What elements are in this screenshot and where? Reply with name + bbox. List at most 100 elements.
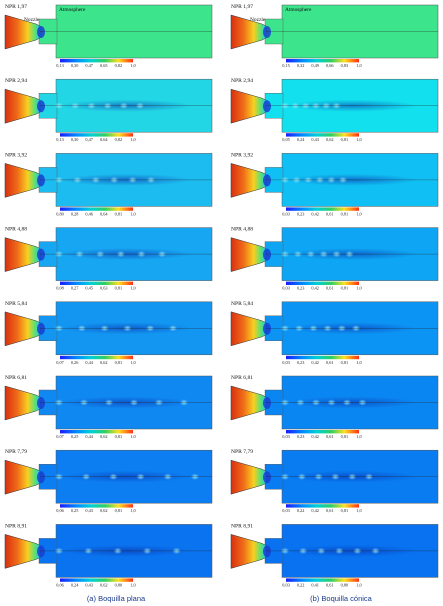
colorbar-tick: 0,08 <box>56 286 64 292</box>
colorbar-tick: 0,62 <box>100 582 108 588</box>
colorbar-tick: 0,28 <box>71 211 79 217</box>
caption-right: (b) Boquilla cónica <box>310 594 373 603</box>
nozzle-shape <box>230 237 267 272</box>
colorbar-tick: 0,43 <box>85 582 93 588</box>
npr-label: NPR 1,97 <box>5 4 27 10</box>
colorbar <box>286 504 359 508</box>
flow-panel-conica-2: NPR 2,94 0,05 0,24 0,43 0,62 0,81 1,0 <box>230 78 439 143</box>
nozzle-shape <box>4 534 41 569</box>
colorbar-tick: 0,81 <box>341 137 349 143</box>
npr-label: NPR 7,79 <box>231 449 253 455</box>
colorbar-tick: 0,24 <box>297 137 305 143</box>
colorbar-tick: 0,30 <box>71 63 79 69</box>
colorbar-tick: 1,0 <box>356 508 361 514</box>
colorbar-tick: 0,81 <box>341 360 349 366</box>
nozzle-exit <box>263 26 271 38</box>
colorbar-tick: 0,62 <box>100 360 108 366</box>
colorbar-tick: 0,61 <box>326 286 334 292</box>
colorbar-tick: 0,64 <box>100 211 108 217</box>
colorbar-tick: 0,81 <box>115 286 123 292</box>
nozzle-label: Nozzle <box>24 17 40 23</box>
nozzle-shape <box>230 88 267 124</box>
nozzle-shape <box>4 385 41 421</box>
nozzle-shape <box>4 88 41 124</box>
colorbar-tick: 0,62 <box>100 508 108 514</box>
flow-panel-plana-8: NPR 8,91 0,06 0,24 0,43 0,62 0,80 1,0 <box>4 523 213 588</box>
colorbar-tick: 0,61 <box>326 360 334 366</box>
colorbar-tick: 0,62 <box>326 137 334 143</box>
colorbar-tick: 0,61 <box>326 508 334 514</box>
nozzle-exit <box>263 545 271 558</box>
npr-label: NPR 3,92 <box>5 152 27 158</box>
colorbar-tick: 0,61 <box>326 582 334 588</box>
colorbar-tick: 0,07 <box>56 360 64 366</box>
nozzle-exit <box>263 322 271 335</box>
colorbar-tick: 0,41 <box>311 582 319 588</box>
colorbar-tick: 1,0 <box>130 211 135 217</box>
flow-panel-plana-1: NPR 1,97 Nozzle Atmosphere 0,13 0,30 0,47 0,65… <box>4 4 213 69</box>
colorbar-tick: 0,07 <box>56 434 64 440</box>
npr-label: NPR 4,88 <box>5 227 27 233</box>
colorbar-tick: 0,43 <box>85 508 93 514</box>
colorbar-tick: 0,83 <box>341 63 349 69</box>
colorbar-tick: 0,42 <box>311 508 319 514</box>
colorbar-tick: 0,80 <box>56 211 64 217</box>
colorbar-tick: 0,61 <box>326 434 334 440</box>
colorbar-tick: 0,82 <box>115 137 123 143</box>
nozzle-shape <box>4 311 41 347</box>
nozzle-shape <box>230 385 267 421</box>
colorbar-tick: 0,81 <box>115 508 123 514</box>
nozzle-label: Nozzle <box>250 17 266 23</box>
flow-panel-conica-7: NPR 7,79 0,03 0,22 0,42 0,61 0,81 1,0 <box>230 449 439 514</box>
nozzle-exit <box>263 397 271 409</box>
flow-panel-conica-3: NPR 3,92 0,03 0,23 0,42 0,61 0,81 1,0 <box>230 152 439 217</box>
colorbar-tick: 0,23 <box>297 360 305 366</box>
colorbar-tick: 0,23 <box>297 211 305 217</box>
colorbar-tick: 0,06 <box>56 582 64 588</box>
colorbar-tick: 0,25 <box>71 508 79 514</box>
colorbar-tick: 0,15 <box>282 63 290 69</box>
colorbar-tick: 0,42 <box>311 360 319 366</box>
nozzle-shape <box>230 14 267 50</box>
colorbar <box>286 207 359 211</box>
colorbar-tick: 0,81 <box>115 360 123 366</box>
npr-label: NPR 2,94 <box>231 78 253 84</box>
nozzle-exit <box>37 545 45 558</box>
panels-layer: NPR 1,97 Nozzle Atmosphere 0,13 0,30 0,47 0,65… <box>4 4 439 588</box>
nozzle-shape <box>230 311 267 347</box>
colorbar-tick: 0,06 <box>56 508 64 514</box>
nozzle-shape <box>4 14 41 50</box>
colorbar-tick: 0,45 <box>85 286 93 292</box>
flow-panel-plana-3: NPR 3,92 0,80 0,28 0,46 0,64 0,81 1,0 <box>4 152 213 217</box>
colorbar-tick: 0,80 <box>115 582 123 588</box>
colorbar-tick: 0,22 <box>297 582 305 588</box>
colorbar <box>286 430 359 434</box>
npr-label: NPR 8,91 <box>5 523 27 529</box>
nozzle-exit <box>37 397 45 409</box>
colorbar-tick: 0,25 <box>71 434 79 440</box>
colorbar-tick: 1,0 <box>356 63 361 69</box>
colorbar-tick: 0,42 <box>311 286 319 292</box>
nozzle-exit <box>37 100 45 113</box>
colorbar-tick: 0,03 <box>282 211 290 217</box>
colorbar <box>60 133 133 137</box>
colorbar <box>286 578 359 582</box>
flow-panel-plana-4: NPR 4,88 0,08 0,27 0,45 0,63 0,81 1,0 <box>4 227 213 292</box>
colorbar-tick: 0,23 <box>297 434 305 440</box>
colorbar-tick: 0,63 <box>100 286 108 292</box>
colorbar <box>60 504 133 508</box>
flow-panel-conica-4: NPR 4,88 0,03 0,23 0,42 0,61 0,81 1,0 <box>230 227 439 292</box>
npr-label: NPR 7,79 <box>5 449 27 455</box>
colorbar-tick: 0,13 <box>56 137 64 143</box>
nozzle-exit <box>263 174 271 187</box>
colorbar <box>60 578 133 582</box>
colorbar-tick: 0,81 <box>341 508 349 514</box>
colorbar-tick: 0,23 <box>297 286 305 292</box>
colorbar <box>60 281 133 285</box>
colorbar-tick: 1,0 <box>130 137 135 143</box>
colorbar-tick: 0,82 <box>115 63 123 69</box>
colorbar-tick: 0,81 <box>341 434 349 440</box>
colorbar <box>60 430 133 434</box>
nozzle-exit <box>37 174 45 187</box>
